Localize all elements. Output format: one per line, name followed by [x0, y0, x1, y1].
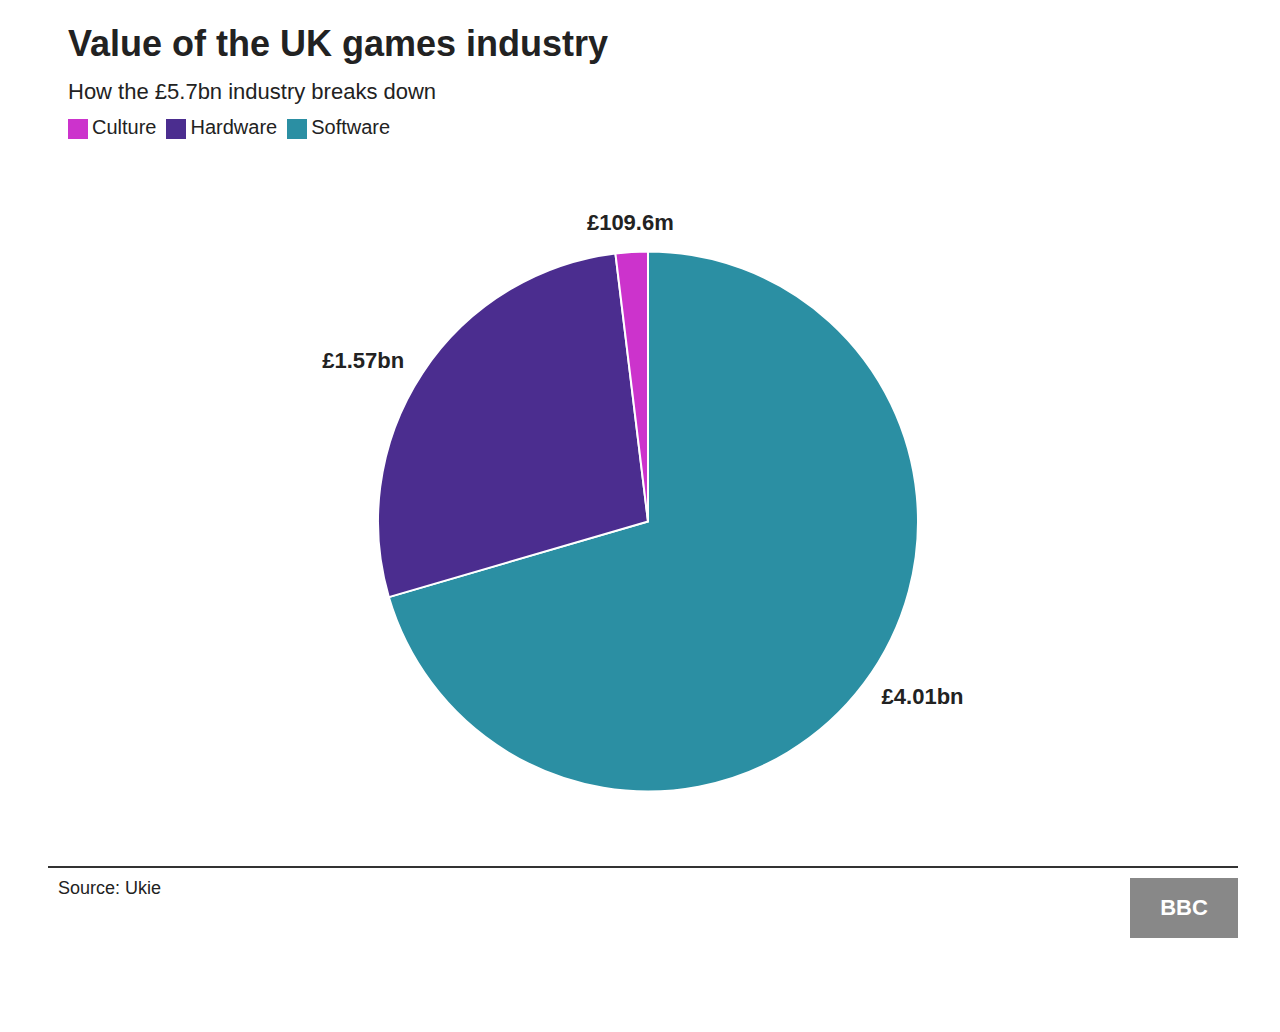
html-text:Hardware: Hardware	[190, 116, 278, 138]
html-text:Source: Ukie: Source: Ukie	[58, 878, 161, 898]
html-text:How the £5.7bn industry breaks: How the £5.7bn industry breaks down	[68, 79, 437, 104]
html-text:BBC: BBC	[1160, 895, 1208, 920]
svg-text:£4.01bn: £4.01bn	[882, 684, 964, 709]
html-text:Culture: Culture	[92, 116, 157, 138]
svg-text:£109.6m: £109.6m	[587, 210, 674, 235]
html-text:Software: Software	[311, 116, 391, 138]
svg-text:£1.57bn: £1.57bn	[322, 348, 404, 373]
html-text:Value of the UK games industry: Value of the UK games industry	[68, 23, 609, 64]
